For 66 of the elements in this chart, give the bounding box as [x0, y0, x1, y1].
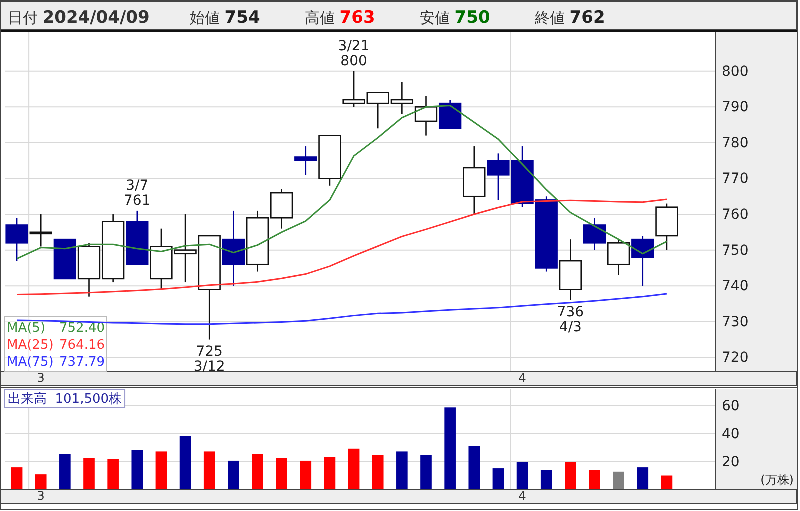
- bar: [516, 462, 528, 490]
- text: 安値 750: [420, 8, 490, 28]
- bar: [348, 448, 360, 490]
- candlestick: [583, 217, 606, 251]
- text: 終値 762: [534, 8, 606, 28]
- chart-title: 出来高 101,500株: [8, 391, 122, 407]
- text: 日付 2024/04/09: [8, 8, 150, 28]
- y-tick-label: 750: [722, 242, 749, 259]
- y-tick-label: 760: [722, 207, 749, 224]
- bar: [132, 450, 144, 490]
- candlestick: [30, 214, 52, 248]
- bar: [444, 408, 456, 490]
- annotation: 736 4/3: [557, 304, 584, 336]
- bar: [468, 446, 480, 490]
- bar: [637, 468, 649, 490]
- bar: [35, 474, 47, 490]
- bar: [300, 460, 312, 490]
- y-tick-label: 790: [722, 100, 749, 116]
- bar: [228, 460, 240, 490]
- text: 高値 763: [305, 8, 376, 28]
- bar: [84, 458, 95, 490]
- bar: [613, 472, 624, 490]
- candlestick: [294, 146, 318, 176]
- y-tick-label: 60: [722, 398, 740, 414]
- line-series: [16, 104, 668, 260]
- y-tick-label: 740: [722, 278, 749, 295]
- y-tick-label: 720: [722, 350, 749, 366]
- annotation: 725 3/12: [194, 344, 226, 375]
- bar: [372, 455, 384, 490]
- text: MA(75) 737.79: [7, 355, 105, 370]
- y-tick-label: 20: [722, 454, 740, 470]
- y-axis-title: (万株): [760, 473, 794, 487]
- bar: [156, 452, 168, 490]
- y-tick-label: 770: [722, 171, 749, 188]
- bar: [180, 436, 192, 490]
- bar: [204, 452, 216, 490]
- candlestick: [6, 217, 28, 262]
- bar: [108, 459, 119, 490]
- bar: [589, 470, 600, 490]
- bar: [324, 457, 336, 490]
- y-tick-label: 40: [722, 426, 740, 442]
- x-tick-label: 3: [37, 371, 45, 386]
- candlestick: [607, 238, 630, 276]
- bar: [396, 452, 408, 490]
- y-tick-label: 780: [722, 135, 749, 152]
- candlestick: [414, 96, 438, 136]
- text: 始値 754: [190, 8, 260, 28]
- bar: [276, 458, 288, 490]
- annotation: 3/7 761: [124, 178, 151, 209]
- bar: [60, 454, 71, 490]
- x-tick-label: 4: [518, 371, 526, 386]
- bar: [420, 455, 432, 490]
- bar: [661, 476, 673, 490]
- bar: [252, 454, 264, 490]
- bar: [492, 468, 504, 490]
- y-tick-label: 730: [722, 314, 749, 330]
- x-tick-label: 4: [518, 489, 526, 504]
- y-tick-label: 800: [722, 64, 749, 80]
- x-tick-label: 3: [37, 489, 45, 504]
- candlestick: [632, 235, 654, 287]
- text: MA(25) 764.16: [7, 338, 105, 353]
- bar: [540, 470, 552, 490]
- text: MA(5) 752.40: [7, 321, 105, 336]
- bar: [565, 462, 576, 490]
- annotation: 3/21 800: [338, 38, 370, 70]
- bar: [11, 468, 23, 490]
